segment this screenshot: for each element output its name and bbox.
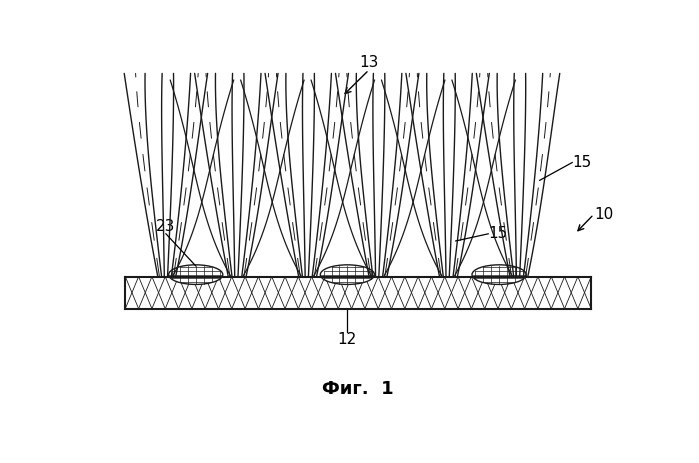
Text: 10: 10 — [594, 206, 613, 222]
Ellipse shape — [168, 265, 223, 284]
Text: 15: 15 — [488, 226, 507, 241]
Text: 12: 12 — [338, 332, 357, 347]
Text: 23: 23 — [157, 219, 175, 234]
Text: 13: 13 — [359, 55, 379, 70]
Ellipse shape — [320, 265, 375, 284]
Text: Фиг.  1: Фиг. 1 — [322, 380, 394, 398]
Ellipse shape — [472, 265, 526, 284]
Text: 15: 15 — [572, 155, 591, 170]
Bar — [125, 276, 591, 309]
